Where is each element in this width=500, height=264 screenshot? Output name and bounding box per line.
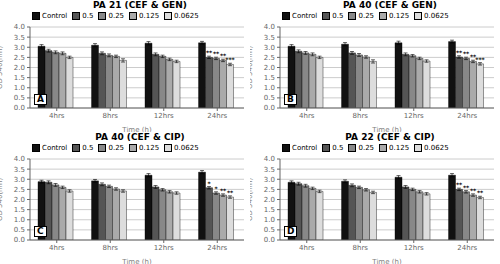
svg-text:Time (h): Time (h) (371, 258, 402, 264)
svg-text:24hrs: 24hrs (457, 112, 477, 120)
html-text:A: A (37, 94, 44, 104)
html-text:0.125: 0.125 (389, 12, 410, 20)
svg-text:1.0: 1.0 (264, 84, 275, 92)
svg-text:3.5: 3.5 (264, 166, 275, 174)
html-text:C: C (37, 226, 44, 236)
svg-text:***: *** (225, 56, 235, 63)
svg-text:3.5: 3.5 (14, 34, 25, 42)
svg-text:1.0: 1.0 (14, 84, 25, 92)
svg-text:OD 540(nm): OD 540(nm) (250, 46, 254, 89)
html-text:B: B (287, 94, 294, 104)
html-text:0.0625: 0.0625 (174, 12, 199, 20)
html-text:Control: Control (42, 12, 68, 20)
html-text:0.25: 0.25 (358, 144, 374, 152)
svg-text:0.5: 0.5 (14, 226, 25, 234)
svg-text:Time (h): Time (h) (121, 258, 152, 264)
svg-text:2.5: 2.5 (14, 186, 25, 194)
svg-text:1.5: 1.5 (264, 206, 275, 214)
svg-text:4.0: 4.0 (14, 23, 25, 31)
html-text:PA 22 (CEF & CIP): PA 22 (CEF & CIP) (345, 132, 435, 142)
svg-text:3.0: 3.0 (264, 44, 275, 52)
html-text:0.125: 0.125 (139, 12, 160, 20)
html-text:PA 21 (CEF & GEN): PA 21 (CEF & GEN) (93, 0, 187, 10)
svg-text:4hrs: 4hrs (49, 112, 65, 120)
svg-text:8hrs: 8hrs (353, 112, 369, 120)
svg-text:24hrs: 24hrs (457, 244, 477, 252)
html-text:0.0625: 0.0625 (174, 144, 199, 152)
svg-text:3.5: 3.5 (264, 34, 275, 42)
svg-text:3.5: 3.5 (14, 166, 25, 174)
svg-text:8hrs: 8hrs (353, 244, 369, 252)
svg-text:4hrs: 4hrs (299, 112, 315, 120)
svg-text:3.0: 3.0 (14, 44, 25, 52)
html-text:PA 40 (CEF & GEN): PA 40 (CEF & GEN) (343, 0, 437, 10)
svg-text:*: * (207, 180, 211, 187)
svg-text:3.0: 3.0 (264, 176, 275, 184)
svg-text:24hrs: 24hrs (207, 112, 227, 120)
html-text:Control: Control (292, 144, 318, 152)
svg-text:Time (h): Time (h) (371, 126, 402, 132)
svg-text:2.0: 2.0 (14, 196, 25, 204)
html-text:0.25: 0.25 (358, 12, 374, 20)
svg-text:0.5: 0.5 (264, 94, 275, 102)
svg-text:0.0: 0.0 (264, 104, 275, 112)
svg-text:12hrs: 12hrs (404, 112, 424, 120)
svg-text:12hrs: 12hrs (154, 244, 174, 252)
svg-text:2.0: 2.0 (264, 196, 275, 204)
html-text:Control: Control (292, 12, 318, 20)
svg-text:0.0: 0.0 (14, 104, 25, 112)
html-text:0.125: 0.125 (389, 144, 410, 152)
svg-text:1.5: 1.5 (14, 206, 25, 214)
svg-text:4.0: 4.0 (264, 155, 275, 163)
html-text:0.125: 0.125 (139, 144, 160, 152)
svg-text:12hrs: 12hrs (154, 112, 174, 120)
svg-text:2.0: 2.0 (14, 64, 25, 72)
html-text:0.25: 0.25 (108, 12, 124, 20)
svg-text:2.5: 2.5 (264, 54, 275, 62)
svg-text:0.0: 0.0 (264, 236, 275, 244)
svg-text:OD 540(nm): OD 540(nm) (250, 178, 254, 221)
svg-text:2.5: 2.5 (264, 186, 275, 194)
svg-text:1.5: 1.5 (14, 74, 25, 82)
svg-text:8hrs: 8hrs (103, 244, 119, 252)
svg-text:1.5: 1.5 (264, 74, 275, 82)
svg-text:**: ** (227, 189, 234, 196)
svg-text:**: ** (477, 189, 484, 196)
svg-text:3.0: 3.0 (14, 176, 25, 184)
svg-text:2.5: 2.5 (14, 54, 25, 62)
html-text:0.5: 0.5 (332, 144, 344, 152)
html-text:0.0625: 0.0625 (424, 12, 449, 20)
html-text:0.5: 0.5 (332, 12, 344, 20)
svg-text:8hrs: 8hrs (103, 112, 119, 120)
svg-text:12hrs: 12hrs (404, 244, 424, 252)
svg-text:1.0: 1.0 (14, 216, 25, 224)
svg-text:4.0: 4.0 (14, 155, 25, 163)
svg-text:24hrs: 24hrs (207, 244, 227, 252)
html-text:0.5: 0.5 (82, 144, 94, 152)
svg-text:4.0: 4.0 (264, 23, 275, 31)
html-text:0.25: 0.25 (108, 144, 124, 152)
svg-text:*: * (214, 185, 218, 192)
html-text:0.0625: 0.0625 (424, 144, 449, 152)
html-text:Control: Control (42, 144, 68, 152)
html-text:0.5: 0.5 (82, 12, 94, 20)
svg-text:0.0: 0.0 (14, 236, 25, 244)
svg-text:***: *** (475, 56, 485, 63)
svg-text:4hrs: 4hrs (299, 244, 315, 252)
svg-text:4hrs: 4hrs (49, 244, 65, 252)
html-text:D: D (287, 226, 295, 236)
svg-text:2.0: 2.0 (264, 64, 275, 72)
svg-text:1.0: 1.0 (264, 216, 275, 224)
svg-text:0.5: 0.5 (264, 226, 275, 234)
html-text:PA 40 (CEF & CIP): PA 40 (CEF & CIP) (95, 132, 185, 142)
svg-text:Time (h): Time (h) (121, 126, 152, 132)
svg-text:0.5: 0.5 (14, 94, 25, 102)
